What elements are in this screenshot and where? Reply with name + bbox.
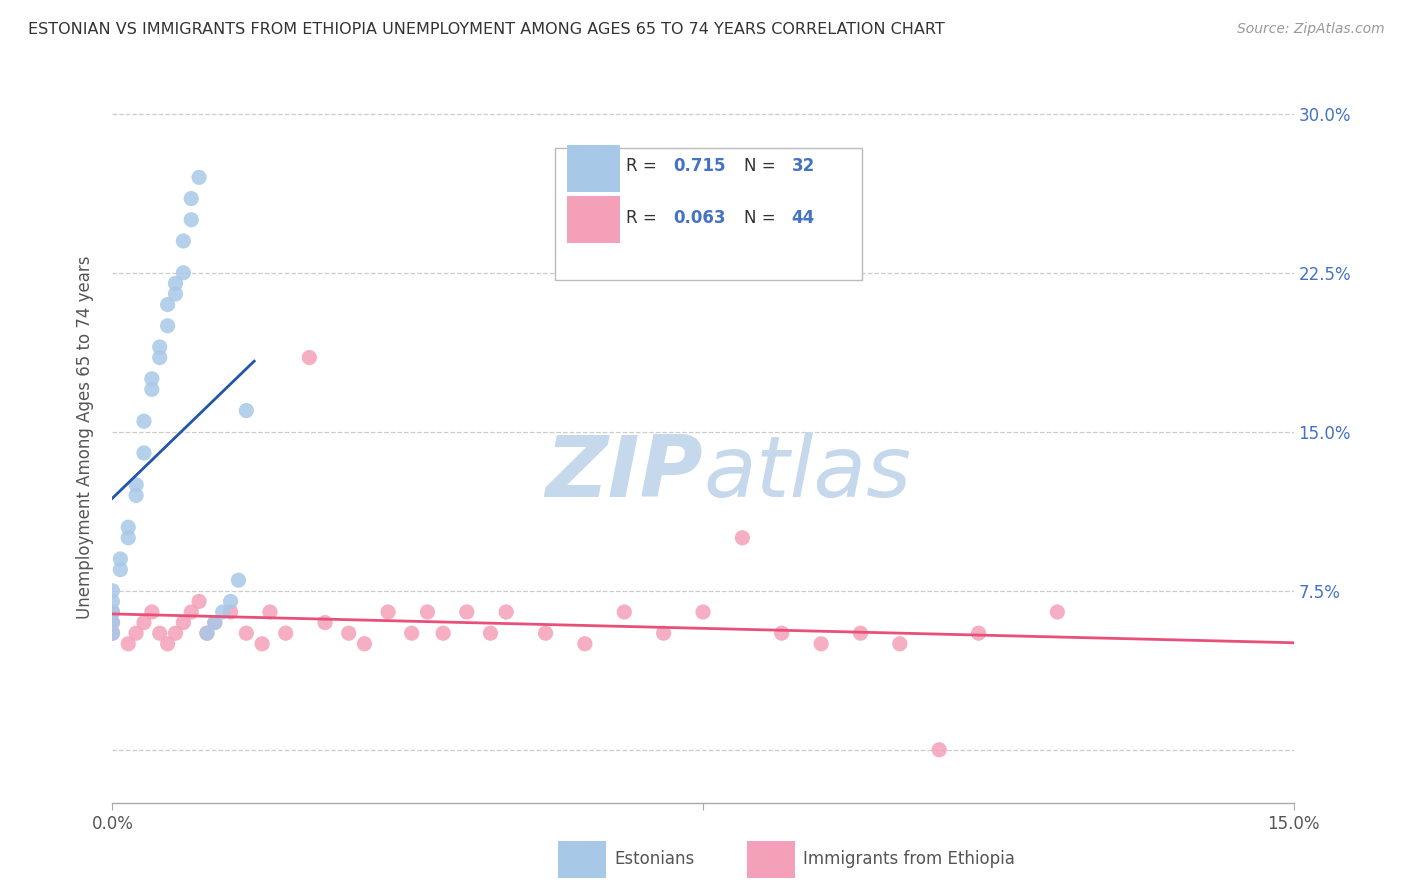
Point (101, 626, 124, 640)
Text: 0.063: 0.063 (673, 209, 725, 227)
Point (574, 637, 596, 651)
Point (652, 626, 675, 640)
Point (172, 615, 194, 630)
Point (132, 615, 155, 630)
Point (353, 637, 375, 651)
Point (149, 626, 172, 640)
Point (259, 605, 281, 619)
Point (117, 531, 139, 545)
Point (204, 615, 226, 630)
Point (195, 626, 218, 640)
Point (101, 594, 124, 608)
FancyBboxPatch shape (567, 195, 620, 244)
Text: 44: 44 (792, 209, 815, 227)
Point (298, 351, 321, 365)
Point (110, 563, 132, 577)
Point (337, 626, 360, 640)
Point (165, 277, 187, 291)
Point (180, 212, 202, 227)
Point (101, 605, 124, 619)
Point (204, 615, 226, 630)
Point (495, 605, 517, 619)
Point (141, 372, 163, 386)
Point (188, 170, 211, 185)
Point (101, 615, 124, 630)
Point (165, 626, 187, 640)
Point (180, 192, 202, 206)
Text: Estonians: Estonians (614, 850, 695, 868)
Point (250, 637, 273, 651)
Point (172, 266, 194, 280)
Point (141, 383, 163, 397)
Point (401, 626, 423, 640)
Point (849, 626, 872, 640)
FancyBboxPatch shape (567, 145, 620, 192)
Point (125, 626, 148, 640)
Text: 32: 32 (792, 158, 815, 176)
Point (314, 615, 336, 630)
Point (156, 297, 179, 311)
Point (810, 637, 832, 651)
Point (165, 287, 187, 301)
Point (377, 605, 399, 619)
Text: ZIP: ZIP (546, 432, 703, 516)
Point (172, 234, 194, 248)
Text: 0.715: 0.715 (673, 158, 725, 176)
Point (456, 605, 478, 619)
Point (141, 605, 163, 619)
Point (101, 626, 124, 640)
FancyBboxPatch shape (558, 841, 606, 878)
Point (101, 583, 124, 598)
Text: atlas: atlas (703, 432, 911, 516)
Text: R =: R = (626, 209, 662, 227)
Text: Source: ZipAtlas.com: Source: ZipAtlas.com (1237, 22, 1385, 37)
Text: ESTONIAN VS IMMIGRANTS FROM ETHIOPIA UNEMPLOYMENT AMONG AGES 65 TO 74 YEARS CORR: ESTONIAN VS IMMIGRANTS FROM ETHIOPIA UNE… (28, 22, 945, 37)
Point (156, 318, 179, 333)
Point (132, 446, 155, 460)
Y-axis label: Unemployment Among Ages 65 to 74 years: Unemployment Among Ages 65 to 74 years (76, 255, 94, 619)
Point (432, 626, 454, 640)
Point (132, 414, 155, 428)
Point (195, 626, 218, 640)
Point (235, 403, 257, 417)
Point (125, 477, 148, 491)
Text: N =: N = (744, 158, 782, 176)
Point (928, 743, 950, 757)
Point (235, 626, 257, 640)
Point (416, 605, 439, 619)
Point (117, 520, 139, 534)
Point (219, 594, 242, 608)
Point (149, 351, 172, 365)
Point (613, 605, 636, 619)
FancyBboxPatch shape (555, 148, 862, 280)
Text: N =: N = (744, 209, 782, 227)
Point (110, 552, 132, 566)
Point (101, 615, 124, 630)
Point (180, 605, 202, 619)
Point (156, 637, 179, 651)
Point (770, 626, 793, 640)
Point (274, 626, 297, 640)
Point (534, 626, 557, 640)
Point (219, 605, 242, 619)
FancyBboxPatch shape (747, 841, 796, 878)
Point (479, 626, 502, 640)
Point (117, 637, 139, 651)
Point (188, 594, 211, 608)
Point (731, 531, 754, 545)
Point (149, 340, 172, 354)
Point (125, 488, 148, 502)
Point (967, 626, 990, 640)
Point (889, 637, 911, 651)
Point (692, 605, 714, 619)
Point (211, 605, 233, 619)
Point (1046, 605, 1069, 619)
Point (228, 573, 250, 587)
Text: Immigrants from Ethiopia: Immigrants from Ethiopia (803, 850, 1015, 868)
Point (101, 605, 124, 619)
Text: R =: R = (626, 158, 662, 176)
